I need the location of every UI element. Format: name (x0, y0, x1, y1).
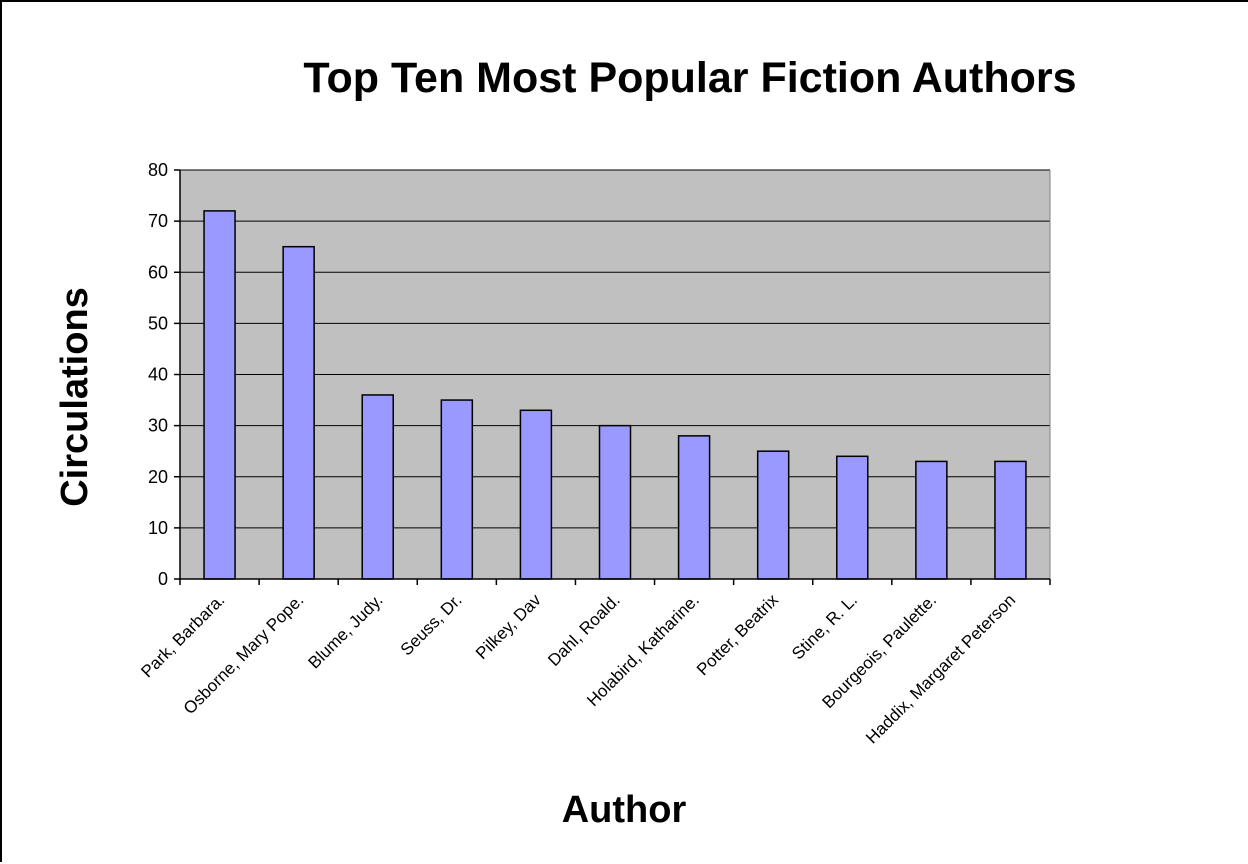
y-tick-label-70: 70 (148, 211, 168, 231)
x-category-label: Blume, Judy. (305, 590, 387, 672)
y-axis-title: Circulations (54, 287, 96, 507)
y-tick-label-40: 40 (148, 365, 168, 385)
y-tick-label-10: 10 (148, 518, 168, 538)
bar-9 (836, 455, 869, 580)
x-category-label: Stine, R. L. (788, 590, 861, 663)
y-tick-label-30: 30 (148, 416, 168, 436)
x-category-label: Park, Barbara. (137, 590, 228, 681)
bar-2 (282, 245, 315, 580)
bar-8 (756, 450, 790, 580)
x-axis-ticks: Park, Barbara.Osborne, Mary Pope.Blume, … (137, 579, 1051, 747)
x-category-label: Potter, Beatrix (693, 590, 782, 679)
x-category-label: Seuss, Dr. (397, 590, 466, 659)
y-tick-label-50: 50 (148, 313, 168, 333)
x-category-label: Haddix, Margaret Peterson (862, 590, 1019, 747)
bar-11 (994, 460, 1027, 580)
y-tick-label-80: 80 (148, 160, 168, 180)
y-tick-label-20: 20 (148, 467, 168, 487)
chart-title: Top Ten Most Popular Fiction Authors (303, 54, 1076, 102)
x-category-label: Pilkey, Dav (472, 590, 545, 663)
x-category-label: Dahl, Roald. (544, 590, 624, 670)
bars (203, 210, 1027, 580)
bar-6 (598, 424, 632, 580)
bar-5 (519, 409, 553, 580)
bar-1 (203, 210, 236, 580)
bar-10 (915, 460, 948, 580)
bar-4 (440, 399, 474, 580)
bar-7 (677, 435, 711, 580)
y-axis-ticks: 0 10 20 30 40 50 60 70 80 (148, 160, 180, 589)
x-axis-title: Author (562, 789, 687, 831)
y-tick-label-0: 0 (158, 569, 168, 589)
bar-3 (361, 394, 394, 580)
y-tick-label-60: 60 (148, 262, 168, 282)
